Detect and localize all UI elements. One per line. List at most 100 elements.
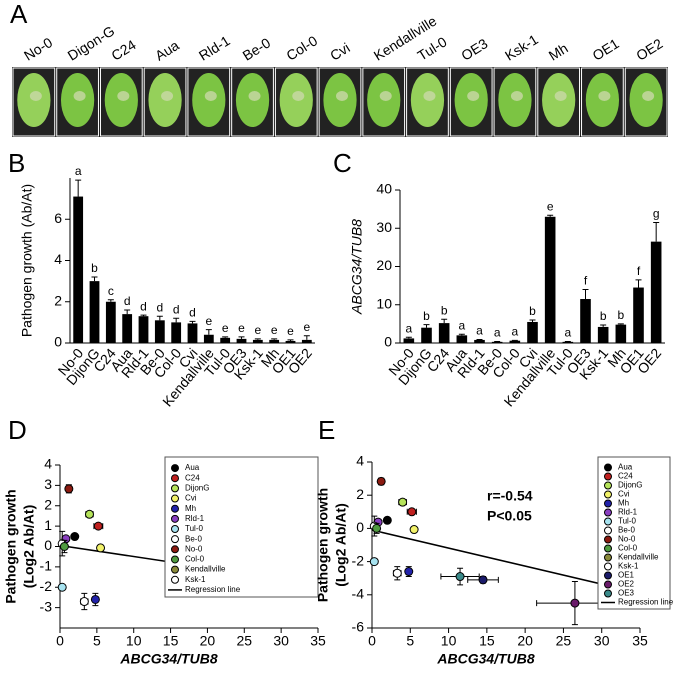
bar [252,339,263,343]
bar [633,287,644,343]
x-tick-label: 15 [479,633,495,649]
bar [138,316,149,343]
panel-letter: C [333,148,352,178]
error-bar [173,317,180,323]
legend-label: Tul-0 [185,524,203,533]
bar [220,337,231,343]
bar [269,339,280,343]
x-tick-label: 15 [163,633,179,649]
legend-swatch [604,490,612,499]
lesion [467,91,480,101]
y-axis-label: Pathogen growth [3,489,19,603]
significance-letter: b [441,303,448,317]
x-tick-label: 35 [310,633,326,649]
legend-swatch [604,589,612,598]
significance-letter: f [637,264,641,278]
y-tick-label: 20 [376,257,392,273]
x-axis-label: ABCG34/TUB8 [119,651,217,667]
y-tick-label: 4 [356,453,364,469]
legend-label: OE1 [618,571,635,580]
legend-label: Col-0 [185,555,205,564]
bar [650,241,662,343]
lesion [204,91,217,101]
legend-swatch [171,525,179,533]
legend-label: Tul-0 [618,517,636,526]
point [57,582,67,592]
panel-letter: A [10,0,28,29]
error-bar [458,333,465,336]
point [407,507,417,517]
error-bar [254,338,261,340]
error-bar [124,309,131,315]
legend-label: Rld-1 [185,514,205,523]
x-tick-label: 0 [368,633,376,649]
x-tick-label: 20 [517,633,533,649]
bar [187,323,198,343]
lesion [379,91,392,101]
point [90,594,100,604]
point [376,476,386,486]
legend-swatch [171,504,179,513]
y-tick-label: -4 [352,586,365,602]
legend-label: Mh [618,499,629,508]
y-tick-label: -3 [40,598,53,614]
error-bar [600,324,607,327]
y-tick-label: 0 [54,334,62,350]
error-bar [140,314,147,317]
y-axis-label: ABCG34/TUB8 [349,219,365,315]
significance-letter: g [653,207,660,221]
leaf-label: OE3 [458,35,490,64]
error-bar [205,329,212,335]
legend-label: Regression line [618,598,674,607]
point [84,509,94,519]
panel-letter: D [8,415,27,445]
error-bar [547,214,554,217]
lesion [642,91,655,101]
legend-label: No-0 [185,544,203,553]
legend-swatch [171,545,179,554]
error-bar [423,324,430,328]
annotation: P<0.05 [487,508,532,524]
error-bar [75,179,82,197]
legend-label: No-0 [618,535,636,544]
significance-letter: e [547,199,554,213]
error-bar [271,338,278,340]
point [64,484,74,494]
bar [509,340,521,343]
legend-label: OE2 [618,580,635,589]
significance-letter: a [476,324,483,338]
y-tick-label: 40 [376,181,392,197]
lesion [510,91,523,101]
y-tick-label: -2 [352,552,365,568]
lesion [117,91,130,101]
legend-swatch [604,508,612,517]
error-bar [91,276,98,282]
bar [403,338,415,343]
legend-swatch [171,514,179,523]
panel-letter: E [318,415,335,445]
y-tick-label: -6 [352,619,365,635]
legend-swatch [171,484,179,493]
leaf-label: OE2 [633,35,665,64]
lesion [598,91,611,101]
legend-label: Be-0 [618,526,635,535]
legend-label: Be-0 [185,534,202,543]
legend-label: Aua [185,463,200,472]
legend-swatch [604,481,612,490]
point [478,575,488,585]
point [409,525,419,535]
y-tick-label: -2 [40,578,53,594]
y-tick-label: 30 [376,219,392,235]
error-bar [107,299,114,302]
point [455,572,465,582]
legend-swatch [171,474,179,483]
point [404,567,414,577]
point [369,557,379,567]
significance-letter: a [511,324,518,338]
y-tick-label: -1 [40,558,53,574]
y-axis-label: (Log2 Ab/At) [21,505,37,588]
significance-letter: a [405,321,412,335]
panel-letter: B [8,148,25,178]
legend-swatch [171,464,179,473]
bar [236,338,247,343]
